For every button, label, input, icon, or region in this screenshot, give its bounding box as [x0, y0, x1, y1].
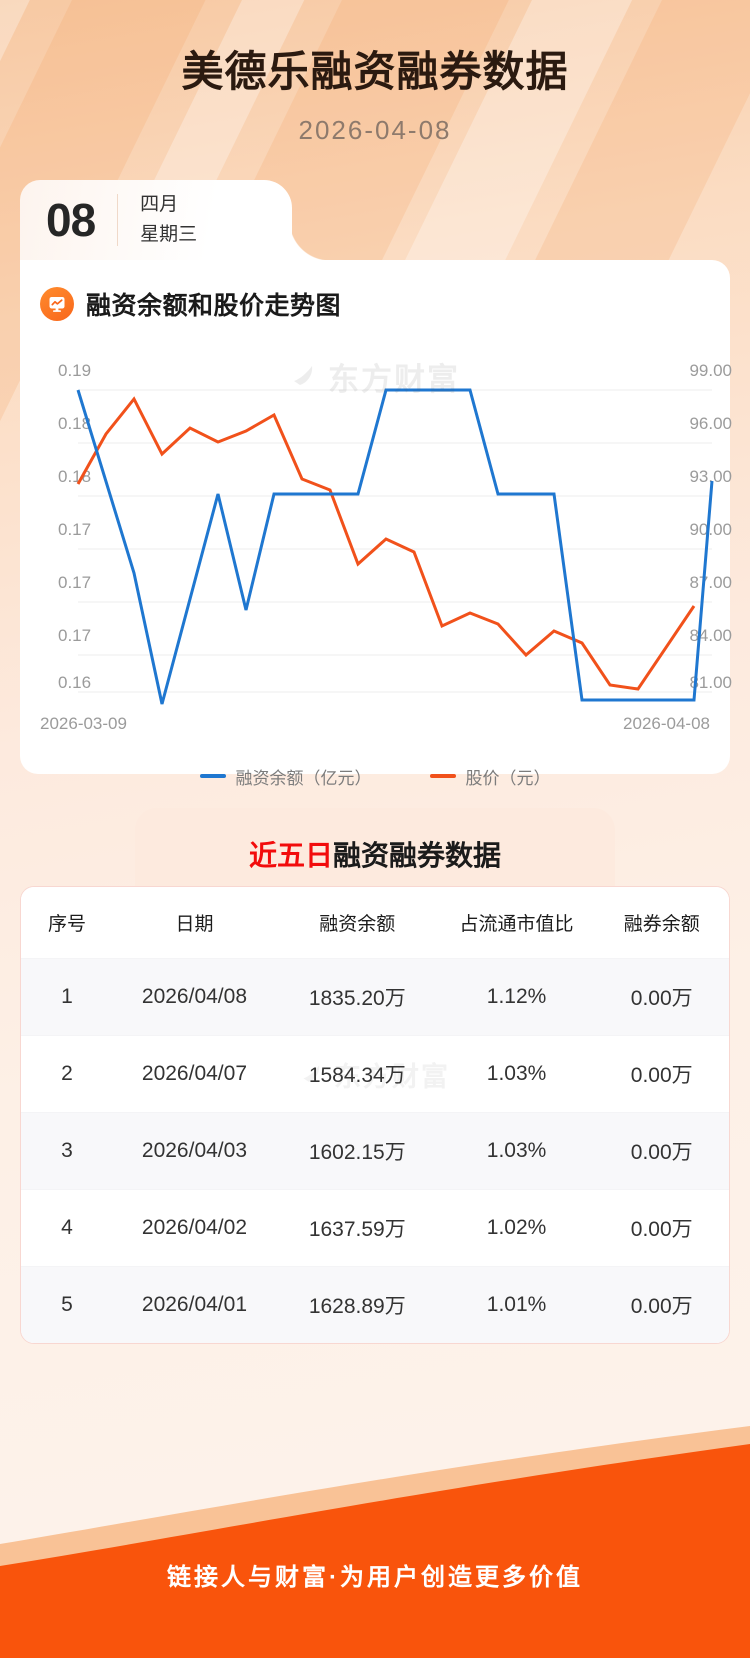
svg-text:0.17: 0.17 — [58, 626, 91, 645]
cell-index: 2 — [21, 1034, 114, 1112]
cell-date: 2026/04/08 — [113, 957, 276, 1035]
cell-balance: 1602.15万 — [275, 1111, 439, 1189]
svg-text:0.18: 0.18 — [58, 414, 91, 433]
date-tab: 08 四月 星期三 — [20, 179, 292, 260]
chart-y-left-ticks: 0.19 0.18 0.18 0.17 0.17 0.17 0.16 — [58, 361, 91, 692]
svg-text:93.00: 93.00 — [689, 467, 732, 486]
cell-balance: 1835.20万 — [275, 957, 439, 1035]
legend-swatch-blue — [199, 774, 226, 778]
cell-index: 5 — [21, 1265, 114, 1343]
legend-swatch-orange — [429, 774, 456, 778]
legend-label-stock-price: 股价（元） — [465, 768, 551, 788]
cell-date: 2026/04/03 — [113, 1111, 276, 1189]
chart-y-right-ticks: 99.00 96.00 93.00 90.00 87.00 84.00 81.0… — [689, 361, 732, 692]
footer-wave-shape — [0, 1426, 750, 1658]
chart-x-tick-start: 2026-03-09 — [40, 713, 127, 733]
chart-series-margin-balance — [76, 388, 714, 704]
cell-date: 2026/04/02 — [113, 1188, 276, 1266]
chart-gridlines — [78, 389, 712, 692]
table-col-ratio: 占流通市值比 — [438, 886, 595, 958]
table-title-highlight: 近五日 — [248, 839, 333, 871]
table-row[interactable]: 2 2026/04/07 1584.34万 1.03% 0.00万 — [21, 1034, 729, 1112]
cell-index: 1 — [21, 957, 114, 1035]
table-col-short: 融券余额 — [594, 886, 729, 958]
table-row[interactable]: 5 2026/04/01 1628.89万 1.01% 0.00万 — [21, 1265, 729, 1343]
chart-x-axis: 2026-03-09 2026-04-08 — [40, 708, 710, 734]
table-section: 近五日融资融券数据 东方财富 序号 日期 融资余额 占流通市值比 融券余额 — [20, 807, 730, 1344]
date-tab-weekday: 星期三 — [140, 223, 198, 245]
cell-short: 0.00万 — [594, 957, 729, 1035]
cell-short: 0.00万 — [594, 1034, 729, 1112]
cell-index: 3 — [21, 1111, 114, 1189]
chart-plot-area: 东方财富 0.19 0.18 0.18 0.1 — [40, 348, 732, 788]
table-col-date: 日期 — [113, 886, 276, 958]
cell-ratio: 1.03% — [438, 1034, 595, 1112]
chart-card-wrapper: 08 四月 星期三 融资余额和股价走势图 东方财 — [20, 179, 732, 788]
chart-svg: 0.19 0.18 0.18 0.17 0.17 0.17 0.16 99.00… — [58, 361, 732, 704]
table-col-index: 序号 — [21, 886, 114, 958]
svg-text:0.16: 0.16 — [58, 673, 91, 692]
cell-balance: 1584.34万 — [275, 1034, 439, 1112]
chart-monitor-icon — [40, 286, 74, 321]
svg-text:87.00: 87.00 — [689, 573, 732, 592]
table-row[interactable]: 3 2026/04/03 1602.15万 1.03% 0.00万 — [21, 1111, 729, 1189]
cell-short: 0.00万 — [594, 1188, 729, 1266]
svg-text:0.17: 0.17 — [58, 573, 91, 592]
chart-title: 融资余额和股价走势图 — [86, 291, 342, 320]
cell-ratio: 1.02% — [438, 1188, 595, 1266]
svg-text:0.17: 0.17 — [58, 520, 91, 539]
svg-text:0.18: 0.18 — [58, 467, 91, 486]
chart-header: 融资余额和股价走势图 — [40, 286, 710, 322]
table-title-rest: 融资融券数据 — [333, 839, 502, 871]
svg-text:90.00: 90.00 — [689, 520, 732, 539]
svg-text:81.00: 81.00 — [689, 673, 732, 692]
date-tab-day: 08 — [46, 193, 96, 246]
cell-date: 2026/04/01 — [113, 1265, 276, 1343]
legend-item-margin-balance[interactable]: 融资余额（亿元） — [199, 764, 372, 789]
cell-short: 0.00万 — [594, 1265, 729, 1343]
cell-ratio: 1.03% — [438, 1111, 595, 1189]
chart-x-tick-end: 2026-04-08 — [623, 713, 710, 733]
cell-ratio: 1.01% — [438, 1265, 595, 1343]
cell-short: 0.00万 — [594, 1111, 729, 1189]
chart-series-stock-price — [76, 395, 696, 691]
cell-ratio: 1.12% — [438, 957, 595, 1035]
svg-text:84.00: 84.00 — [689, 626, 732, 645]
page-header: 美德乐融资融券数据 2026-04-08 — [0, 0, 750, 146]
page-footer: 链接人与财富·为用户创造更多价值 — [0, 1426, 750, 1658]
margin-data-table-container: 东方财富 序号 日期 融资余额 占流通市值比 融券余额 1 2026/04/08… — [20, 885, 730, 1344]
svg-text:99.00: 99.00 — [689, 361, 732, 380]
page-title: 美德乐融资融券数据 — [181, 48, 569, 95]
legend-item-stock-price[interactable]: 股价（元） — [429, 764, 551, 789]
date-tab-month: 四月 — [140, 193, 179, 215]
date-tab-divider — [117, 193, 119, 246]
cell-date: 2026/04/07 — [113, 1034, 276, 1112]
legend-label-margin-balance: 融资余额（亿元） — [235, 768, 372, 788]
svg-text:0.19: 0.19 — [58, 361, 91, 380]
table-header-row: 序号 日期 融资余额 占流通市值比 融券余额 — [21, 886, 729, 958]
table-col-balance: 融资余额 — [275, 886, 439, 958]
table-title: 近五日融资融券数据 — [135, 834, 615, 874]
table-row[interactable]: 1 2026/04/08 1835.20万 1.12% 0.00万 — [21, 957, 729, 1035]
margin-data-table: 序号 日期 融资余额 占流通市值比 融券余额 1 2026/04/08 1835… — [21, 886, 729, 1343]
chart-card: 融资余额和股价走势图 东方财富 — [20, 259, 732, 788]
chart-legend: 融资余额（亿元） 股价（元） — [40, 764, 710, 789]
cell-index: 4 — [21, 1188, 114, 1266]
cell-balance: 1637.59万 — [275, 1188, 439, 1266]
cell-balance: 1628.89万 — [275, 1265, 439, 1343]
footer-slogan: 链接人与财富·为用户创造更多价值 — [167, 1564, 583, 1591]
header-date: 2026-04-08 — [298, 114, 452, 145]
svg-text:96.00: 96.00 — [689, 414, 732, 433]
table-row[interactable]: 4 2026/04/02 1637.59万 1.02% 0.00万 — [21, 1188, 729, 1266]
